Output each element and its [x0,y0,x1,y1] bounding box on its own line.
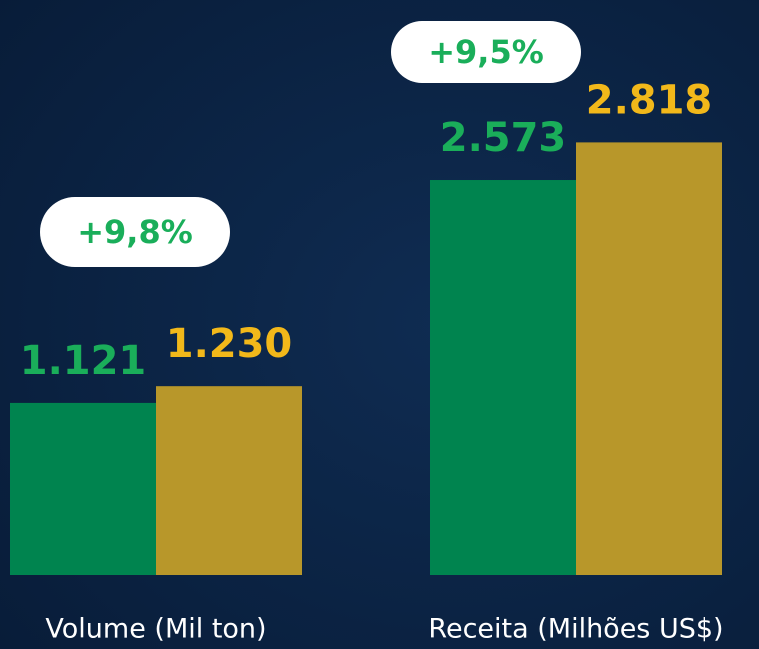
bar [430,180,577,575]
x-tick-label: Volume (Mil ton) [45,614,266,645]
value-label: 2.573 [440,115,567,161]
bar [10,402,157,575]
annotation-pill [391,21,581,83]
x-tick-label: Receita (Milhões US$) [428,614,723,645]
annotation-pill [40,197,230,267]
annotation: +9,8% [77,213,193,251]
value-label: 1.121 [20,338,147,384]
value-label: 1.230 [166,321,293,367]
value-label: 2.818 [586,77,713,123]
bar [576,142,722,575]
annotation: +9,5% [428,33,544,71]
bar [156,386,302,575]
